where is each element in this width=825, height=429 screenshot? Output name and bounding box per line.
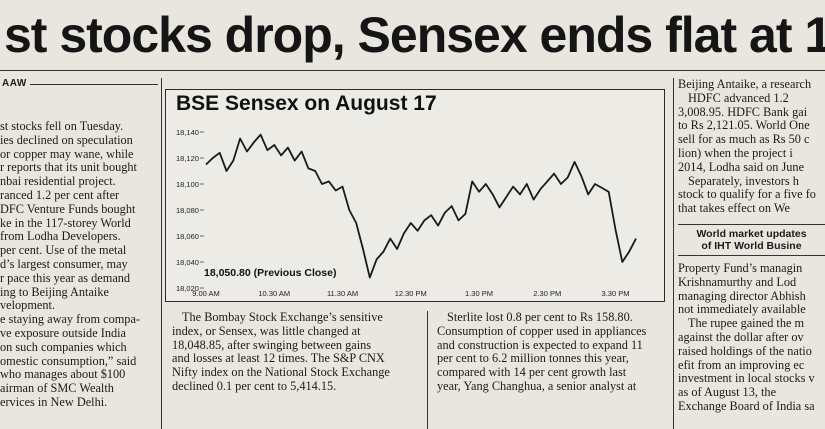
- x-tick-label: 12.30 PM: [395, 289, 427, 298]
- column-rule-left: [161, 78, 162, 429]
- left-line: DFC Venture Funds bought: [0, 202, 136, 216]
- right-column-2: Property Fund’s managin Krishnamurthy an…: [678, 262, 825, 414]
- left-line: or copper may wane, while: [0, 147, 134, 161]
- y-tick-label: 18,040: [176, 258, 199, 267]
- left-line: nbai residential project.: [0, 175, 116, 189]
- right2-line: against the dollar after ov: [678, 330, 804, 344]
- right2-line: managing director Abhish: [678, 289, 806, 303]
- right-line: to Rs 2,121.05. World One: [678, 119, 810, 133]
- left-line: r pace this year as demand: [0, 271, 131, 285]
- rule-under-headline: [0, 70, 825, 71]
- right-line: Beijing Antaike, a research: [678, 78, 812, 91]
- column-rule-mid: [427, 311, 428, 429]
- x-tick-label: 11.30 AM: [327, 289, 358, 298]
- left-line: ing to Beijing Antaike: [0, 285, 109, 299]
- byline: AAW: [2, 78, 27, 89]
- left-line: d’s largest consumer, may: [0, 257, 128, 271]
- note-rule-top: [678, 224, 825, 225]
- left-line: airman of SMC Wealth: [0, 382, 114, 396]
- mid2-line: and construction is expected to expand 1…: [437, 338, 643, 352]
- note-line: World market updates: [696, 228, 807, 240]
- chart-plot: 18,140 18,120 18,100 18,080 18,060 18,040 18,0…: [176, 128, 637, 298]
- previous-close-label: 18,050.80 (Previous Close): [204, 267, 337, 279]
- mid-column-2: Sterlite lost 0.8 per cent to Rs 158.80.…: [437, 311, 669, 394]
- left-line: e staying away from compa-: [0, 313, 140, 327]
- mid1-line: Nifty index on the National Stock Exchan…: [172, 366, 390, 380]
- left-line: ke in the 117-storey World: [0, 216, 131, 230]
- left-line: r reports that its unit bought: [0, 161, 137, 175]
- right-line: HDFC advanced 1.2: [688, 91, 789, 105]
- mid2-line: Consumption of copper used in appliances: [437, 324, 647, 338]
- left-line: on such companies which: [0, 340, 127, 354]
- mid2-line: per cent to 6.2 million tonnes this year…: [437, 352, 629, 366]
- right2-line: efit from an improving ec: [678, 358, 805, 372]
- left-line: st stocks fell on Tuesday.: [0, 120, 124, 133]
- x-tick-label: 3.30 PM: [602, 289, 630, 298]
- x-tick-label: 9.00 AM: [192, 289, 220, 298]
- chart-title: BSE Sensex on August 17: [176, 92, 437, 115]
- right2-line: Exchange Board of India sa: [678, 399, 815, 413]
- mid2-line: compared with 14 per cent growth last: [437, 366, 627, 380]
- left-line: per cent. Use of the metal: [0, 244, 127, 258]
- y-tick-label: 18,100: [176, 180, 199, 189]
- mid1-line: and losses at least 12 times. The S&P CN…: [172, 352, 385, 366]
- mid2-line: Sterlite lost 0.8 per cent to Rs 158.80.: [447, 311, 633, 324]
- left-line: omestic consumption,” said: [0, 354, 137, 368]
- mid-column-1: The Bombay Stock Exchange’s sensitive in…: [172, 311, 416, 394]
- note-rule-bottom: [678, 255, 825, 256]
- right2-line: raised holdings of the natio: [678, 344, 812, 358]
- sensex-series-line: [205, 133, 637, 279]
- rule-byline: [30, 84, 158, 85]
- left-column: st stocks fell on Tuesday. ies declined …: [0, 120, 158, 410]
- mid1-line: index, or Sensex, was little changed at: [172, 324, 361, 338]
- right2-line: Property Fund’s managin: [678, 262, 803, 275]
- y-tick-label: 18,080: [176, 206, 199, 215]
- left-line: from Lodha Developers.: [0, 230, 121, 244]
- right2-line: as of August 13, the: [678, 386, 777, 400]
- x-tick-label: 1.30 PM: [465, 289, 493, 298]
- y-tick-label: 18,060: [176, 232, 199, 241]
- right-line: that takes effect on We: [678, 202, 790, 216]
- right-line: lion) when the project i: [678, 146, 793, 160]
- x-tick-label: 2.30 PM: [533, 289, 561, 298]
- column-rule-right: [673, 78, 674, 429]
- left-line: ranced 1.2 per cent after: [0, 188, 120, 202]
- right-line: sell for as much as Rs 50 c: [678, 133, 810, 147]
- right2-line: not immediately available: [678, 303, 806, 317]
- left-line: who manages about $100: [0, 368, 126, 382]
- mid1-line: declined 0.1 per cent to 5,414.15.: [172, 379, 337, 393]
- y-tick-label: 18,020: [176, 284, 199, 293]
- headline: st stocks drop, Sensex ends flat at 18,: [4, 7, 825, 63]
- right-line: 3,008.95. HDFC Bank gai: [678, 105, 808, 119]
- right2-line: investment in local stocks v: [678, 372, 815, 386]
- right-line: Separately, investors h: [688, 174, 799, 188]
- y-tick-label: 18,140: [176, 128, 199, 137]
- right2-line: Krishnamurthy and Lod: [678, 275, 797, 289]
- right-column-1: Beijing Antaike, a research HDFC advance…: [678, 78, 825, 216]
- right2-line: The rupee gained the m: [688, 317, 805, 331]
- x-tick-label: 10.30 AM: [258, 289, 290, 298]
- right-line: 2014, Lodha said on June: [678, 160, 805, 174]
- y-tick-label: 18,120: [176, 154, 199, 163]
- left-line: ies declined on speculation: [0, 133, 133, 147]
- mid1-line: 18,048.85, after swinging between gains: [172, 338, 372, 352]
- left-line: ervices in New Delhi.: [0, 395, 108, 409]
- right-line: stock to qualify for a five fo: [678, 188, 816, 202]
- world-market-note: World market updates of IHT World Busine: [678, 228, 825, 252]
- sensex-chart: BSE Sensex on August 17 18,140 18,120 18,1…: [165, 89, 665, 302]
- mid2-line: year, Yang Changhua, a senior analyst at: [437, 379, 637, 393]
- note-line: of IHT World Busine: [701, 240, 802, 252]
- left-line: ve exposure outside India: [0, 326, 127, 340]
- left-line: velopment.: [0, 299, 55, 313]
- mid1-line: The Bombay Stock Exchange’s sensitive: [182, 311, 383, 324]
